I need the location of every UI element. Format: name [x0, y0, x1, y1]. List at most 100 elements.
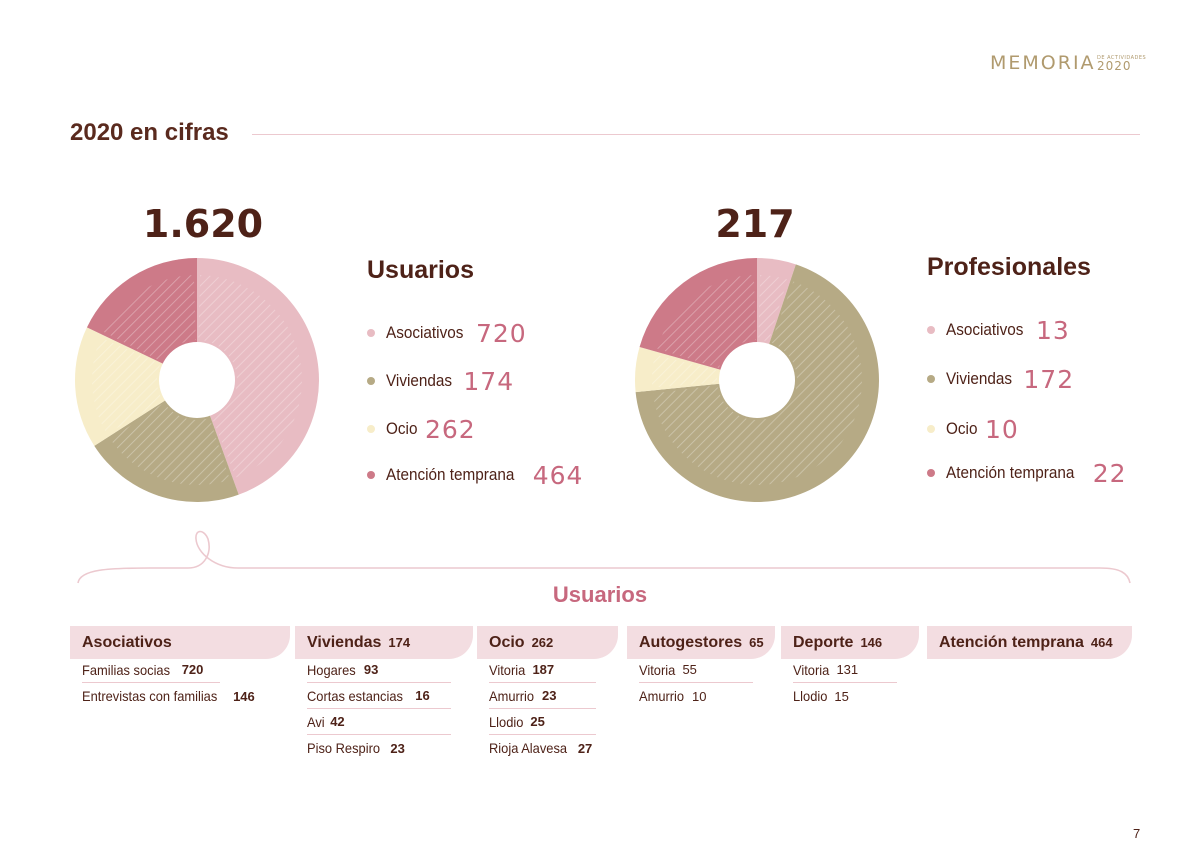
professionals-legend-item-viviendas: Viviendas 172 — [927, 361, 1127, 397]
breakdown-row-label: Entrevistas con familias — [82, 688, 218, 704]
legend-dot-icon — [927, 326, 935, 334]
breakdown-row-label: Cortas estancias — [307, 687, 403, 704]
breakdown-row-value: 93 — [363, 662, 379, 677]
legend-label: Ocio — [386, 419, 418, 438]
breakdown-row: Amurrio 23 — [489, 683, 596, 709]
column-header-total: 65 — [749, 635, 764, 650]
legend-label: Atención temprana — [386, 465, 515, 484]
breakdown-column-deporte: Deporte 146 Vitoria 131 Llodio 15 — [781, 626, 919, 709]
legend-dot-icon — [367, 329, 375, 337]
legend-label: Asociativos — [386, 323, 464, 342]
professionals-legend: Profesionales Asociativos 13 Viviendas 172 O… — [927, 252, 1127, 491]
breakdown-row-value: 42 — [330, 714, 345, 729]
breakdown-column-header: Viviendas 174 — [295, 626, 473, 659]
breakdown-column-header: Deporte 146 — [781, 626, 919, 659]
breakdown-row: Llodio 25 — [489, 709, 596, 735]
users-legend: Usuarios Asociativos 720 Viviendas 174 Ocio 2… — [367, 255, 583, 493]
column-header-total: 464 — [1090, 635, 1113, 650]
breakdown-row: Vitoria 187 — [489, 657, 596, 683]
legend-dot-icon — [927, 469, 935, 477]
breakdown-row: Vitoria 131 — [793, 657, 897, 683]
breakdown-row: Familias socias 720 — [82, 657, 220, 683]
breakdown-column-autogestores: Autogestores 65 Vitoria 55 Amurrio 10 — [627, 626, 775, 709]
section-title-rule — [252, 134, 1140, 135]
legend-value: 172 — [1023, 364, 1075, 394]
legend-value: 174 — [463, 366, 515, 396]
legend-label: Viviendas — [386, 371, 453, 390]
users-slice-asociativos-hatch — [198, 275, 303, 478]
breakdown-row-label: Amurrio — [489, 687, 535, 704]
legend-dot-icon — [367, 471, 375, 479]
logo-year: 2020 — [1097, 59, 1132, 73]
column-header-label: Viviendas — [307, 633, 382, 651]
legend-value: 464 — [532, 460, 584, 490]
professionals-legend-item-atencion-temprana: Atención temprana 22 — [927, 455, 1127, 491]
breakdown-row-label: Vitoria — [489, 661, 526, 678]
breakdown-row: Entrevistas con familias 146 — [82, 683, 255, 709]
breakdown-row-label: Vitoria — [793, 661, 830, 678]
breakdown-row-label: Llodio — [793, 688, 828, 704]
breakdown-row-value: 27 — [577, 740, 593, 756]
users-donut-chart — [75, 258, 319, 502]
breakdown-row-value: 25 — [530, 714, 545, 729]
section-title: 2020 en cifras — [70, 119, 229, 146]
breakdown-row-value: 10 — [692, 688, 707, 704]
legend-value: 720 — [475, 318, 527, 348]
breakdown-row: Avi 42 — [307, 709, 451, 735]
legend-dot-icon — [367, 425, 375, 433]
breakdown-column-viviendas: Viviendas 174 Hogares 93 Cortas estancias 16 A… — [295, 626, 473, 761]
logo-subtitle: DE ACTIVIDADES — [1097, 55, 1147, 61]
users-legend-title: Usuarios — [367, 256, 474, 284]
professionals-total: 217 — [715, 202, 795, 246]
legend-value: 262 — [424, 414, 476, 444]
breakdown-column-header: Autogestores 65 — [627, 626, 775, 659]
users-legend-item-asociativos: Asociativos 720 — [367, 315, 583, 351]
users-legend-item-viviendas: Viviendas 174 — [367, 363, 583, 399]
legend-dot-icon — [927, 375, 935, 383]
professionals-legend-item-asociativos: Asociativos 13 — [927, 312, 1127, 348]
breakdown-row-label: Hogares — [307, 661, 356, 678]
breakdown-row: Vitoria 55 — [639, 657, 753, 683]
users-breakdown-heading: Usuarios — [552, 582, 648, 607]
breakdown-row-value: 15 — [834, 688, 849, 704]
memoria-logo: MEMORIA DE ACTIVIDADES 2020 — [990, 52, 1150, 76]
column-header-label: Atención temprana — [939, 633, 1084, 651]
column-header-label: Deporte — [793, 633, 854, 651]
breakdown-row: Llodio 15 — [793, 683, 897, 709]
legend-value: 10 — [984, 414, 1019, 444]
professionals-slice-ocio-hatch — [652, 354, 719, 388]
legend-label: Viviendas — [946, 369, 1013, 388]
breakdown-row-label: Piso Respiro — [307, 740, 381, 756]
column-header-total: 146 — [860, 635, 883, 650]
breakdown-row: Hogares 93 — [307, 657, 451, 683]
legend-dot-icon — [927, 425, 935, 433]
breakdown-row: Amurrio 10 — [639, 683, 753, 709]
professionals-slice-atencion-temprana-hatch — [656, 275, 756, 369]
breakdown-column-header: Atención temprana 464 — [927, 626, 1132, 659]
page-number: 7 — [1133, 826, 1141, 841]
users-slice-ocio-hatch — [92, 337, 163, 434]
legend-label: Asociativos — [946, 320, 1024, 339]
legend-value: 13 — [1035, 315, 1070, 345]
users-slice-viviendas-hatch — [110, 402, 230, 485]
column-header-label: Asociativos — [82, 633, 172, 651]
column-header-label: Autogestores — [639, 633, 743, 651]
professionals-legend-item-ocio: Ocio 10 — [927, 411, 1127, 447]
professionals-slice-asociativos-hatch — [758, 275, 788, 342]
breakdown-column-asociativos: Asociativos Familias socias 720 Entrevistas… — [70, 626, 290, 709]
logo-word: MEMORIA — [990, 52, 1096, 74]
users-legend-item-ocio: Ocio 262 — [367, 411, 583, 447]
breakdown-row-label: Llodio — [489, 713, 524, 730]
breakdown-row: Cortas estancias 16 — [307, 683, 451, 709]
breakdown-row-value: 131 — [836, 662, 859, 677]
users-legend-item-atencion-temprana: Atención temprana 464 — [367, 457, 583, 493]
column-header-total: 174 — [388, 635, 411, 650]
users-slice-atencion-temprana-hatch — [103, 275, 196, 362]
breakdown-row: Rioja Alavesa 27 — [489, 735, 596, 761]
column-header-total: 262 — [531, 635, 554, 650]
legend-label: Atención temprana — [946, 463, 1075, 482]
breakdown-column-header: Asociativos — [70, 626, 290, 659]
breakdown-row-value: 55 — [682, 662, 697, 677]
breakdown-column-ocio: Ocio 262 Vitoria 187 Amurrio 23 Llodio 25 Rioja … — [477, 626, 618, 761]
legend-dot-icon — [367, 377, 375, 385]
